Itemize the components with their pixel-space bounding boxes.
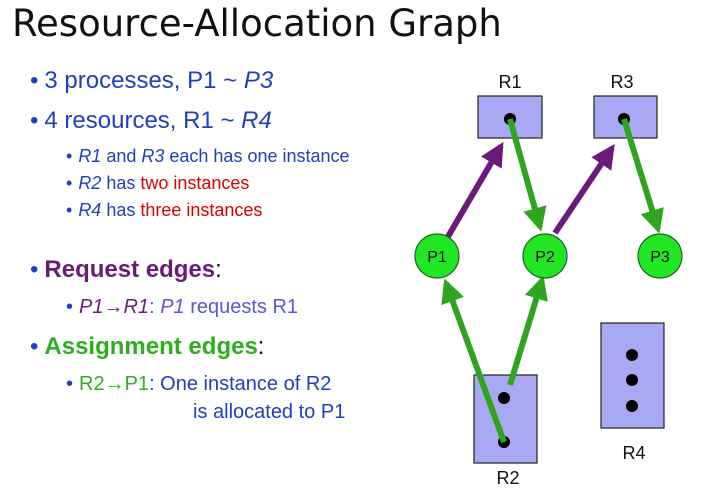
bullet-list: • 3 processes, P1 ~ P3 • 4 resources, R1 ~… — [30, 67, 350, 423]
sub-bullet-r2: • R2 has two instances — [66, 173, 249, 194]
bullet-dot: • — [66, 373, 74, 395]
allocation-text: : One instance of R2 — [149, 373, 332, 395]
bullet-request-edges: • Request edges: — [30, 256, 222, 284]
r2-label: R2 — [78, 173, 102, 193]
resource-r2-label: R2 — [496, 468, 519, 488]
request-edge-p1-r1 — [443, 141, 504, 242]
assignment-edge-r2-p2 — [507, 275, 548, 386]
colon: : — [215, 256, 222, 283]
resource-r2 — [473, 374, 538, 464]
resource-instance-dot — [626, 400, 638, 412]
has-text: has — [101, 173, 141, 193]
colon: : — [257, 333, 265, 360]
assignment-edge-r2-p1 — [441, 278, 507, 444]
r3-label: R3 — [141, 146, 165, 166]
slide-title: Resource-Allocation Graph — [12, 2, 502, 45]
arrow-icon: → — [104, 373, 125, 395]
resource-r1-label: R1 — [498, 72, 521, 92]
bullet-resources: • 4 resources, R1 ~ R4 — [30, 107, 272, 135]
resource-instance-dot — [498, 392, 510, 404]
processes-last: P3 — [243, 67, 274, 94]
bullet-processes: • 3 processes, P1 ~ P3 — [30, 67, 273, 95]
bullet-dot: • — [30, 333, 39, 360]
resource-instance-dot — [626, 374, 638, 386]
resources-text: 4 resources, R1 ~ — [44, 107, 242, 134]
arrow-icon: → — [103, 296, 124, 318]
r1-label: R1 — [78, 146, 102, 166]
bullet-dot: • — [66, 173, 73, 193]
has-text: has — [101, 200, 141, 220]
colon: : — [149, 296, 161, 318]
bullet-dot: • — [30, 256, 39, 283]
bullet-assignment-edges: • Assignment edges: — [30, 333, 264, 361]
request-edge-example: • P1→R1: P1 requests R1 — [66, 296, 298, 319]
p1-label: P1 — [79, 296, 104, 318]
process-p3-label: P3 — [650, 249, 670, 266]
process-p2 — [522, 233, 568, 279]
assignment-edge-r3-p3 — [621, 118, 664, 234]
two-instances-text: two instances — [140, 173, 250, 193]
r1-label: R1 — [123, 296, 150, 318]
and-text: and — [101, 146, 142, 166]
assignment-edges-heading: Assignment edges — [44, 333, 258, 360]
process-p1-label: P1 — [427, 249, 447, 266]
process-p3 — [637, 233, 683, 279]
r4-label: R4 — [78, 200, 102, 220]
resource-r3-label: R3 — [610, 72, 633, 92]
request-edges-heading: Request edges — [44, 256, 216, 283]
sub-bullet-r4: • R4 has three instances — [66, 200, 262, 221]
r2-label: R2 — [79, 373, 105, 395]
process-p2-label: P2 — [535, 249, 555, 266]
bullet-dot: • — [66, 146, 73, 166]
assignment-edge-example-cont: is allocated to P1 — [193, 401, 346, 423]
resource-r4-label: R4 — [622, 443, 645, 463]
sub-bullet-single-instance: • R1 and R3 each has one instance — [66, 146, 350, 167]
three-instances-text: three instances — [140, 200, 263, 220]
p1-label: P1 — [124, 373, 150, 395]
assignment-edge-example: • R2→P1: One instance of R2 — [66, 373, 331, 396]
process-p1 — [414, 233, 460, 279]
requests-text: requests R1 — [184, 296, 299, 318]
bullet-dot: • — [66, 200, 73, 220]
request-edge-p2-r3 — [552, 144, 615, 235]
bullet-dot: • — [30, 107, 39, 134]
processes-text: 3 processes, P1 ~ — [44, 67, 244, 94]
p1-label: P1 — [160, 296, 185, 318]
assignment-edge-r1-p2 — [507, 118, 547, 232]
single-instance-text: each has one instance — [164, 146, 350, 166]
bullet-dot: • — [66, 296, 74, 318]
resource-instance-dot — [626, 349, 638, 361]
resources-last: R4 — [241, 107, 272, 134]
bullet-dot: • — [30, 67, 39, 94]
